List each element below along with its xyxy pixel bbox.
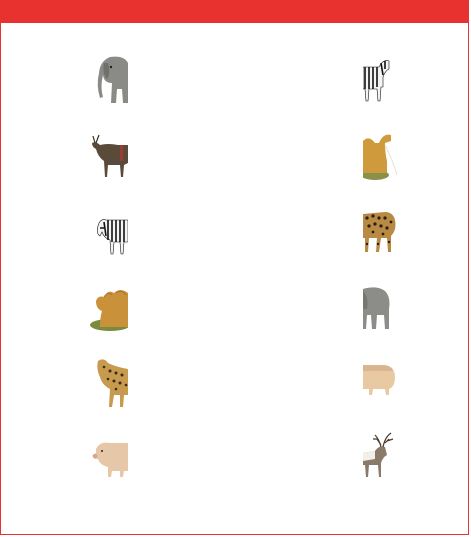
reindeer-half-left-icon[interactable] — [363, 431, 401, 483]
zebra-half-right-icon[interactable] — [90, 206, 128, 258]
pig-half-left-icon[interactable] — [363, 355, 401, 407]
elephant-half-left-icon[interactable] — [363, 283, 401, 335]
camel-half-right-icon[interactable] — [90, 283, 128, 335]
pig-half-right-icon[interactable] — [90, 431, 128, 483]
camel-half-left-icon[interactable] — [363, 131, 401, 183]
leopard-half-left-icon[interactable] — [363, 206, 401, 258]
zebra-half-left-icon[interactable] — [363, 53, 401, 105]
reindeer-half-right-icon[interactable] — [90, 131, 128, 183]
header-bar — [1, 1, 468, 23]
leopard-half-right-icon[interactable] — [90, 355, 128, 407]
elephant-half-right-icon[interactable] — [90, 53, 128, 105]
